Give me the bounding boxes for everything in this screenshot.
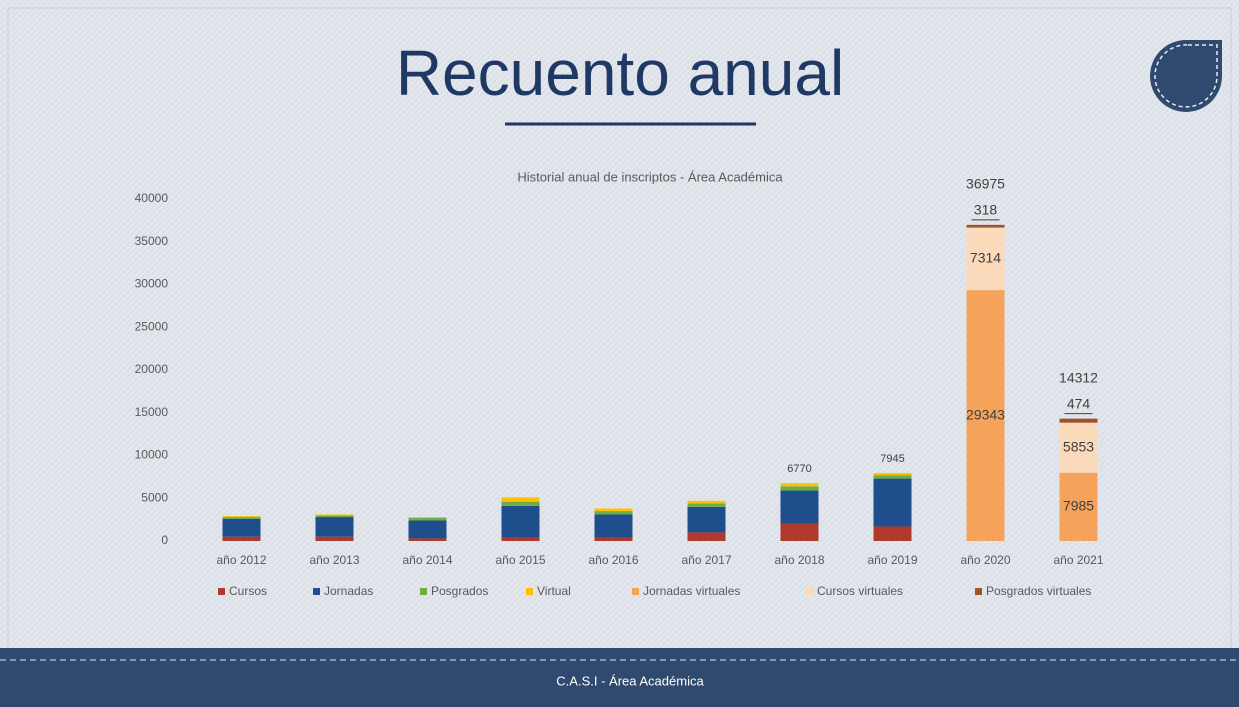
legend-swatch [632,588,639,595]
legend-swatch [313,588,320,595]
legend-swatch [806,588,813,595]
data-label: 318 [974,202,998,218]
legend-label: Virtual [537,584,571,598]
y-tick-label: 30000 [135,277,169,291]
bar-segment [780,523,819,541]
legend-swatch [420,588,427,595]
bar-segment [408,517,447,521]
slide-title: Recuento anual [396,37,844,109]
bar-segment [966,224,1005,228]
legend-label: Jornadas virtuales [643,584,740,598]
bar-segment [594,511,633,515]
bar-segment [222,516,261,518]
bar-segment [780,483,819,487]
bar-segment [222,536,261,541]
bar-segment [873,475,912,479]
bar-segment [222,517,261,519]
x-tick-label: año 2018 [774,553,824,567]
total-label: 14312 [1059,369,1098,385]
bar-segment [222,518,261,537]
legend-swatch [218,588,225,595]
legend-label: Cursos [229,584,267,598]
data-label: 7314 [970,250,1001,266]
bar-segment [501,505,540,538]
legend-swatch [526,588,533,595]
bar-segment [1059,418,1098,423]
bar-segment [780,486,819,491]
bar-segment [1059,472,1098,541]
x-tick-label: año 2019 [867,553,917,567]
bar-segment [873,473,912,476]
y-tick-label: 25000 [135,319,169,333]
bar-segment [1059,422,1098,473]
bar-segment [966,227,1005,291]
legend-label: Posgrados virtuales [986,584,1091,598]
data-label: 7985 [1063,498,1094,514]
x-tick-label: año 2013 [309,553,359,567]
y-tick-label: 20000 [135,362,169,376]
bar-segment [873,478,912,527]
legend-swatch [975,588,982,595]
bar-segment [408,538,447,541]
x-tick-label: año 2012 [216,553,266,567]
bar-segment [687,500,726,504]
x-tick-label: año 2014 [402,553,452,567]
data-label: 29343 [966,406,1005,422]
legend-label: Cursos virtuales [817,584,903,598]
bar-segment [315,514,354,516]
bar-segment [501,537,540,541]
total-label: 36975 [966,176,1005,192]
data-label: 5853 [1063,438,1094,454]
bar-segment [873,526,912,541]
bar-segment [594,514,633,538]
y-tick-label: 5000 [141,490,168,504]
x-tick-label: año 2016 [588,553,638,567]
x-tick-label: año 2015 [495,553,545,567]
bar-segment [408,517,447,518]
total-label: 7945 [880,453,904,465]
data-label: 474 [1067,395,1091,411]
bar-segment [501,501,540,506]
bar-segment [408,520,447,539]
bar-segment [594,537,633,541]
y-tick-label: 40000 [135,191,169,205]
logo [1150,40,1222,112]
legend-label: Posgrados [431,584,488,598]
y-tick-label: 0 [161,533,168,547]
bar-segment [780,490,819,524]
y-tick-label: 35000 [135,234,169,248]
y-tick-label: 15000 [135,405,169,419]
x-tick-label: año 2021 [1053,553,1103,567]
bar-segment [594,508,633,512]
x-tick-label: año 2020 [960,553,1010,567]
total-label: 6770 [787,463,811,475]
bar-segment [687,532,726,541]
bar-segment [501,497,540,502]
x-tick-label: año 2017 [681,553,731,567]
bar-segment [687,503,726,507]
chart-title: Historial anual de inscriptos - Área Aca… [517,169,783,184]
y-tick-label: 10000 [135,448,169,462]
legend-label: Jornadas [324,584,373,598]
footer-text: C.A.S.I - Área Académica [556,673,704,688]
bar-segment [315,517,354,537]
bar-segment [966,290,1005,541]
footer-band [0,648,1239,707]
bar-segment [687,506,726,533]
bar-segment [315,536,354,541]
bar-segment [315,515,354,518]
